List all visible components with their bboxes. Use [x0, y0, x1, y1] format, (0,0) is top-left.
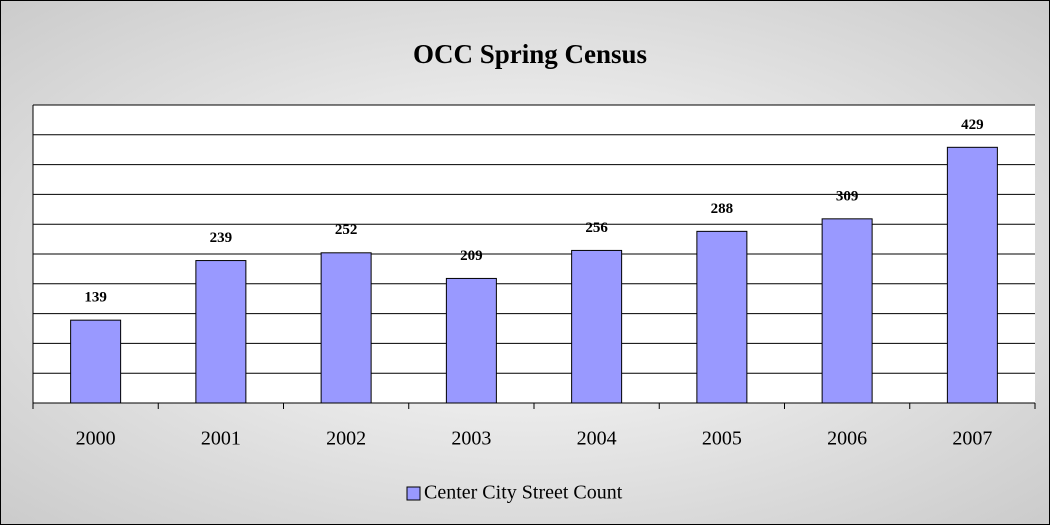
- value-label: 429: [961, 117, 984, 133]
- value-label: 139: [84, 290, 107, 306]
- x-tick-label: 2006: [827, 428, 867, 450]
- x-tick-label: 2000: [76, 428, 116, 450]
- bar: [445, 277, 497, 404]
- x-tick-label: 2005: [702, 428, 742, 450]
- bar: [70, 319, 122, 404]
- legend-swatch: [406, 486, 421, 501]
- bar: [195, 260, 247, 404]
- bar: [320, 252, 372, 404]
- bar: [946, 146, 998, 404]
- legend-label: Center City Street Count: [424, 482, 623, 504]
- value-label: 288: [711, 201, 734, 217]
- value-label: 256: [585, 220, 608, 236]
- x-tick-label: 2004: [577, 428, 617, 450]
- x-tick-label: 2007: [952, 428, 992, 450]
- x-tick-label: 2001: [201, 428, 241, 450]
- x-tick-label: 2003: [451, 428, 491, 450]
- value-label: 239: [210, 230, 233, 246]
- bar: [696, 230, 748, 404]
- x-tick-label: 2002: [326, 428, 366, 450]
- value-label: 309: [836, 188, 859, 204]
- chart-title: OCC Spring Census: [413, 39, 647, 69]
- value-label: 252: [335, 222, 358, 238]
- bar: [571, 249, 623, 404]
- value-label: 209: [460, 248, 483, 264]
- bar: [821, 218, 873, 404]
